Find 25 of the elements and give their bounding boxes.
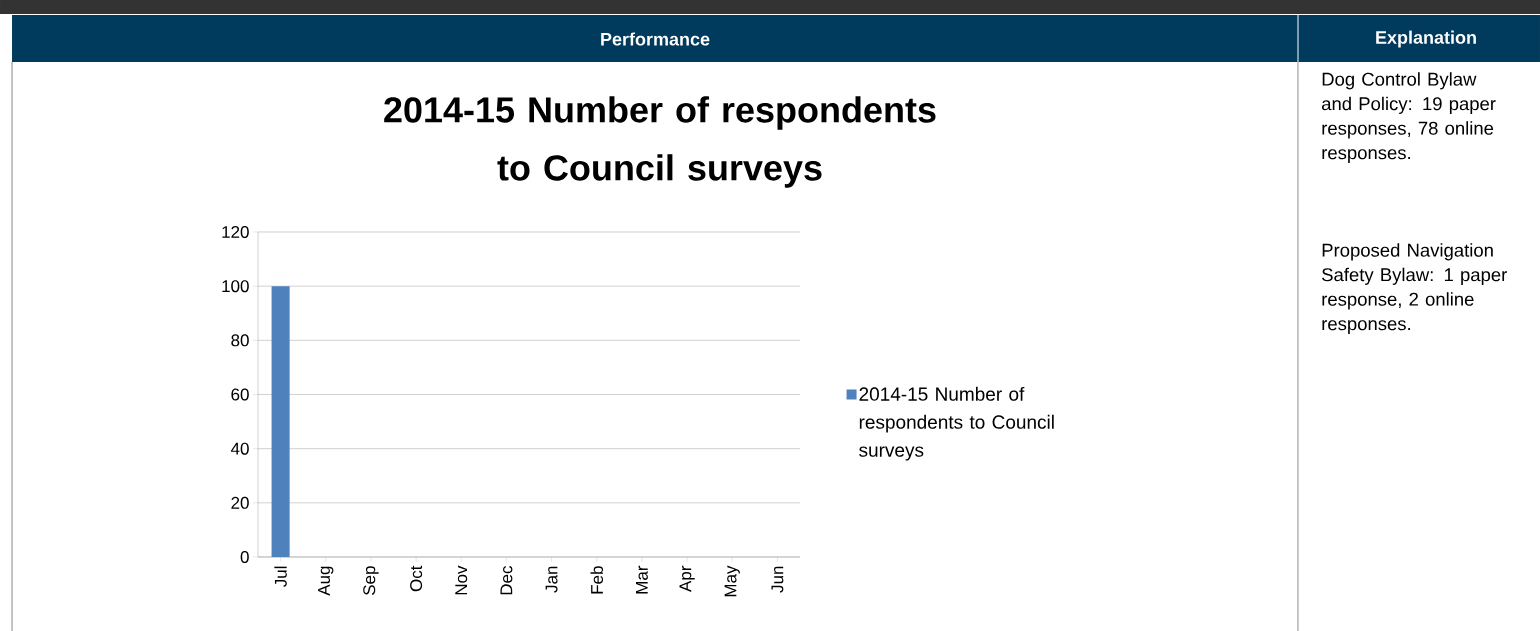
text: Explanation — [1376, 30, 1476, 48]
x-tick-label: Aug — [318, 566, 334, 596]
y-tick-label: 60 — [231, 388, 249, 401]
text: Performance — [601, 32, 710, 46]
x-tick-label: Jul — [274, 566, 287, 587]
text: Dog Control Bylaw and Policy: 19 paper responses, 78 online responses. — [1321, 72, 1496, 163]
x-tick-label: Feb — [590, 566, 604, 594]
x-tick-label: Mar — [635, 565, 648, 594]
y-tick-label: 20 — [231, 496, 249, 509]
x-tick-label: Jan — [545, 566, 558, 593]
x-tick-label: May — [724, 565, 740, 597]
y-tick-label: 0 — [240, 550, 249, 564]
text: Proposed Navigation Safety Bylaw: 1 paper response, 2 online responses. — [1322, 243, 1507, 334]
x-tick-label: Nov — [455, 565, 468, 595]
y-tick-label: 120 — [222, 225, 249, 239]
x-tick-label: Apr — [679, 565, 695, 592]
legend-label: 2014-15 Number of respondents to Council surveys — [859, 386, 1054, 461]
chart-title: 2014-15 Number of respondents to Council surveys — [384, 96, 936, 188]
x-tick-label: Jun — [771, 566, 784, 593]
y-tick-label: 40 — [230, 442, 249, 455]
x-tick-label: Sep — [363, 566, 379, 596]
y-tick-label: 100 — [222, 280, 249, 293]
x-tick-label: Dec — [500, 565, 513, 595]
x-tick-label: Oct — [410, 565, 423, 592]
y-tick-label: 80 — [231, 334, 249, 347]
